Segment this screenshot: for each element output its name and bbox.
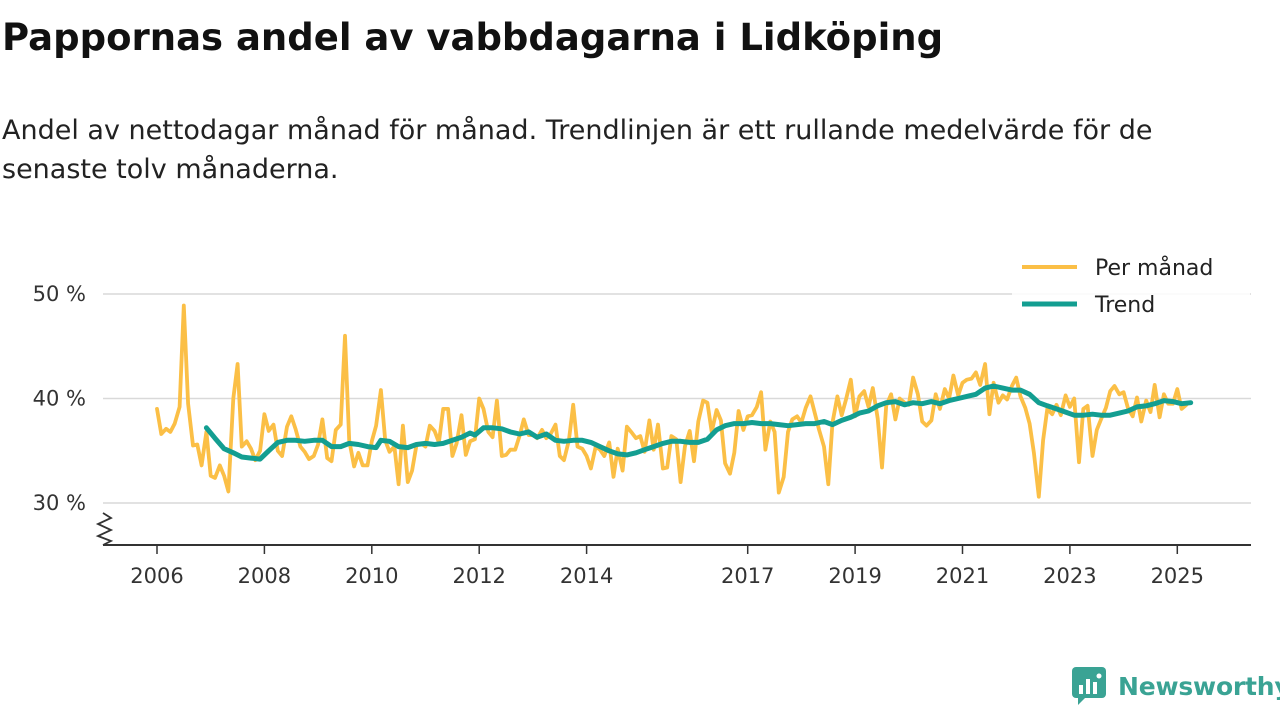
x-tick-label: 2010 [345, 564, 398, 588]
newsworthy-logo: Newsworthy [1072, 666, 1280, 706]
series-lines [155, 303, 1194, 499]
legend-label-per-manad: Per månad [1095, 255, 1213, 281]
x-tick-label: 2019 [828, 564, 881, 588]
x-tick-label: 2021 [936, 564, 989, 588]
legend-background [1012, 250, 1250, 322]
x-tick-label: 2006 [130, 564, 183, 588]
x-tick-label: 2014 [560, 564, 613, 588]
legend-label-trend: Trend [1094, 293, 1155, 318]
x-tick-label: 2025 [1151, 564, 1204, 588]
y-tick-label: 40 % [33, 387, 86, 411]
x-axis: 2006 2008 2010 2012 2014 2017 2019 2021 2023 2025 [95, 512, 1251, 588]
y-tick-label: 30 % [33, 491, 86, 515]
x-tick-label: 2017 [721, 564, 774, 588]
gridlines [103, 293, 1251, 504]
newsworthy-chart-icon [1072, 667, 1106, 705]
y-axis-tick-labels: 30 % 40 % 50 % [33, 282, 86, 515]
series-line-trend [203, 383, 1194, 462]
legend: Per månad Trend [1012, 250, 1250, 322]
axis-break-zigzag [95, 512, 114, 546]
series-line-per-manad [155, 303, 1189, 499]
x-tick-label: 2008 [238, 564, 291, 588]
x-tick-label: 2012 [452, 564, 505, 588]
x-tick-label: 2023 [1043, 564, 1096, 588]
chart-subtitle: Andel av nettodagar månad för månad. Tre… [2, 115, 1153, 185]
logo-text: Newsworthy [1118, 671, 1280, 701]
chart-title: Pappornas andel av vabbdagarna i Lidköpi… [2, 16, 944, 59]
y-tick-label: 50 % [33, 282, 86, 306]
